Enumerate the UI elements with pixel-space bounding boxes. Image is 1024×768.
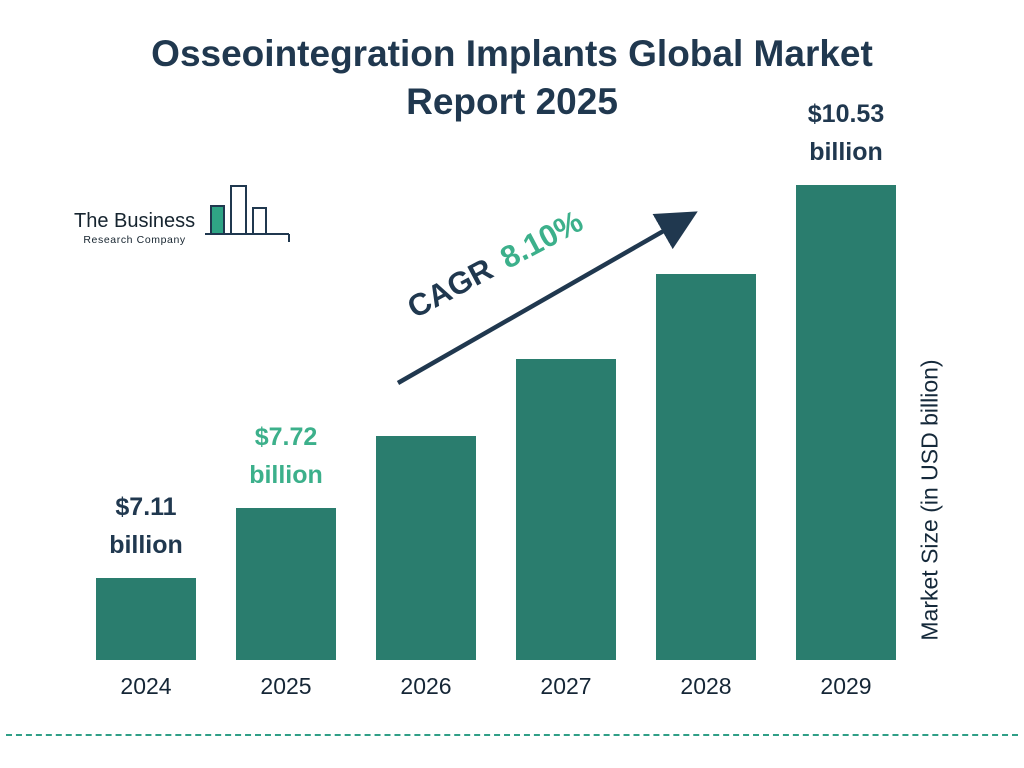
bar-2027	[516, 359, 616, 660]
y-axis-label: Market Size (in USD billion)	[916, 359, 943, 641]
logo-text: The Business Research Company	[74, 210, 195, 246]
x-tick-label-2024: 2024	[120, 673, 172, 699]
x-tick-label-2027: 2027	[540, 673, 592, 699]
bar-value-label-2029: $10.53 billion	[807, 99, 885, 167]
bar-column-2029: $10.53 billion 2029	[796, 95, 896, 699]
x-tick-label-2025: 2025	[260, 673, 312, 699]
bar-2029	[796, 185, 896, 660]
bar-value-label-2025: $7.72 billion	[249, 422, 323, 490]
bottom-dashed-divider	[6, 734, 1018, 736]
bar-column-2025: $7.72 billion 2025	[236, 418, 336, 699]
logo-subtitle: Research Company	[83, 234, 186, 246]
bar-2028	[656, 274, 756, 660]
bar-2026	[376, 436, 476, 660]
bar-value-label-2024: $7.11 billion	[109, 492, 183, 560]
bar-column-2027: 2027	[516, 359, 616, 699]
x-tick-label-2028: 2028	[680, 673, 732, 699]
logo-name: The Business	[74, 210, 196, 232]
bar-2024	[96, 578, 196, 660]
bar-column-2028: 2028	[656, 274, 756, 699]
company-logo: The Business Research Company	[74, 184, 291, 246]
x-tick-label-2026: 2026	[400, 673, 452, 699]
plot-area: $7.11 billion 2024 $7.72 billion 2025 2026 2027…	[96, 95, 896, 699]
page-title: Osseointegration Implants Global Market …	[151, 33, 873, 123]
bar-column-2024: $7.11 billion 2024	[96, 488, 196, 699]
bar-2025	[236, 508, 336, 660]
logo-bars-icon	[205, 185, 291, 242]
x-tick-label-2029: 2029	[820, 673, 872, 699]
bar-column-2026: 2026	[376, 436, 476, 699]
